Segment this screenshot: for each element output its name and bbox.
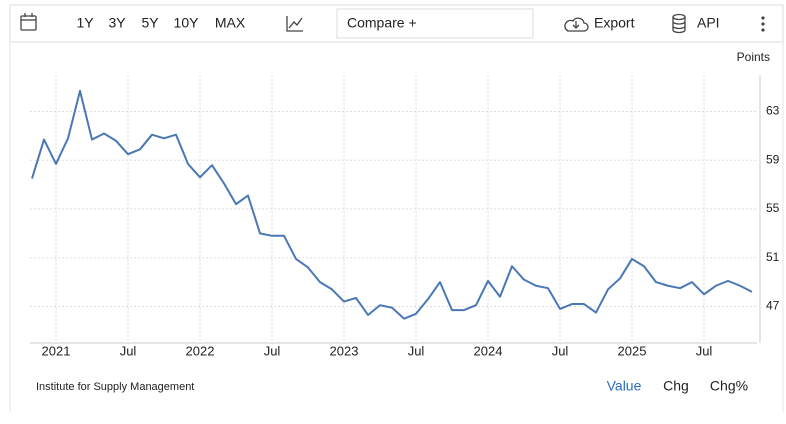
source: Institute for Supply Management xyxy=(36,381,194,393)
range-button[interactable]: 5Y xyxy=(141,15,159,31)
y-tick-label: 55 xyxy=(766,201,780,215)
compare-button[interactable]: Compare + xyxy=(347,15,417,31)
api-button[interactable]: API xyxy=(697,15,720,31)
x-tick-label: Jul xyxy=(696,343,713,358)
x-tick-label: Jul xyxy=(408,343,425,358)
more-menu[interactable] xyxy=(761,16,765,32)
compare-box[interactable] xyxy=(336,8,534,39)
range-button[interactable]: 10Y xyxy=(174,15,200,31)
y-tick-label: 59 xyxy=(766,152,780,166)
view-button[interactable]: Chg xyxy=(663,378,689,394)
x-tick-label: 2025 xyxy=(618,343,647,358)
chart-type-icon[interactable] xyxy=(286,16,303,32)
calendar-icon[interactable] xyxy=(20,13,37,31)
unit-label: Points xyxy=(737,50,770,64)
x-tick-label: Jul xyxy=(120,343,137,358)
view-button[interactable]: Value xyxy=(607,378,642,394)
x-tick-label: 2024 xyxy=(474,343,503,358)
range-button[interactable]: MAX xyxy=(215,15,246,31)
data-line xyxy=(31,89,753,320)
x-tick-label: 2023 xyxy=(330,343,359,358)
api-icon[interactable] xyxy=(672,13,686,34)
x-tick-label: Jul xyxy=(264,343,281,358)
y-tick-label: 47 xyxy=(766,299,780,313)
export-icon[interactable] xyxy=(564,17,589,32)
x-tick-label: Jul xyxy=(552,343,569,358)
export-button[interactable]: Export xyxy=(594,15,635,31)
range-button[interactable]: 1Y xyxy=(76,15,94,31)
view-button[interactable]: Chg% xyxy=(710,378,748,394)
range-button[interactable]: 3Y xyxy=(108,15,126,31)
y-tick-label: 63 xyxy=(766,104,780,118)
x-tick-label: 2022 xyxy=(186,343,215,358)
y-tick-label: 51 xyxy=(766,250,780,264)
x-tick-label: 2021 xyxy=(42,343,71,358)
